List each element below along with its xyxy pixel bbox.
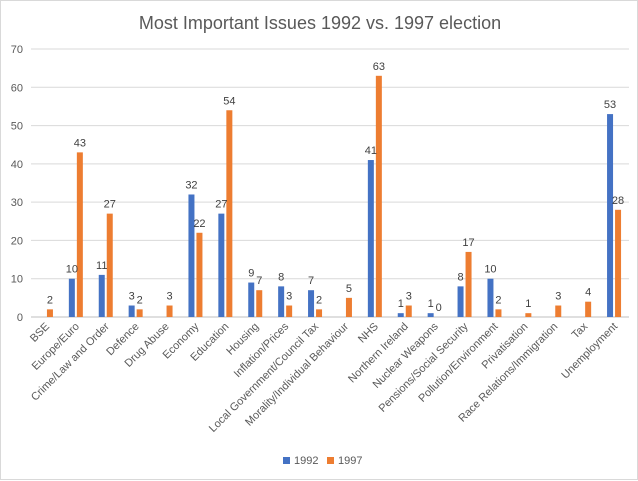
y-tick-label: 50	[11, 121, 23, 133]
data-label: 28	[612, 195, 624, 207]
bar-1997	[316, 309, 323, 317]
data-label: 27	[215, 199, 227, 211]
gridlines	[31, 48, 629, 318]
data-label: 63	[373, 61, 385, 73]
data-label: 8	[457, 271, 463, 283]
bar-1992	[397, 313, 404, 317]
bar-1997	[375, 75, 382, 317]
x-tick-label: Local Government/Council Tax	[207, 320, 322, 435]
data-label: 2	[316, 294, 322, 306]
data-label: 17	[462, 237, 474, 249]
data-label: 41	[365, 145, 377, 157]
data-label: 8	[278, 271, 284, 283]
data-label: 5	[346, 283, 352, 295]
bar-1992	[427, 313, 434, 317]
data-label: 2	[47, 294, 53, 306]
y-tick-label: 10	[11, 274, 23, 286]
data-label: 54	[223, 95, 235, 107]
x-tick-label: NHS	[356, 321, 381, 346]
bar-1997	[226, 110, 233, 317]
bar-1992	[128, 305, 135, 317]
legend-swatch	[283, 457, 290, 464]
data-label: 7	[308, 275, 314, 287]
bar-1997	[46, 309, 53, 317]
bar-1997	[256, 290, 263, 317]
data-label: 1	[428, 298, 434, 310]
bar-1997	[405, 305, 412, 317]
bar-1992	[457, 286, 464, 317]
data-label: 32	[185, 179, 197, 191]
bar-1992	[188, 194, 195, 317]
legend-swatch	[327, 457, 334, 464]
bar-1992	[218, 213, 225, 317]
y-tick-label: 20	[11, 235, 23, 247]
bar-1992	[278, 286, 285, 317]
x-tick-label: BSE	[28, 321, 52, 345]
data-label: 10	[66, 264, 78, 276]
bar-1997	[345, 297, 352, 317]
bar-1992	[487, 278, 494, 317]
data-label: 7	[256, 275, 262, 287]
data-label: 0	[436, 302, 442, 314]
data-label: 43	[74, 137, 86, 149]
bar-1992	[367, 160, 374, 317]
data-label: 3	[286, 291, 292, 303]
data-label: 11	[96, 260, 107, 272]
bar-1992	[248, 282, 255, 317]
data-label: 3	[129, 291, 135, 303]
bar-1997	[286, 305, 293, 317]
legend-label: 1997	[338, 455, 362, 467]
bar-1997	[196, 232, 203, 317]
bar-1997	[106, 213, 113, 317]
data-label: 4	[585, 287, 591, 299]
bars	[46, 75, 622, 317]
data-label: 10	[484, 264, 496, 276]
y-tick-label: 70	[11, 44, 23, 56]
data-label: 1	[525, 298, 531, 310]
x-tick-label: Tax	[570, 320, 591, 341]
data-label: 53	[604, 99, 616, 111]
bar-1997	[166, 305, 173, 317]
data-label: 1	[398, 298, 404, 310]
data-label: 3	[406, 291, 412, 303]
chart-title: Most Important Issues 1992 vs. 1997 elec…	[139, 13, 501, 33]
bar-1992	[607, 114, 614, 317]
bar-1997	[495, 309, 502, 317]
bar-1997	[465, 251, 472, 317]
bar-1992	[308, 290, 315, 317]
data-label: 2	[495, 294, 501, 306]
legend-label: 1992	[294, 455, 318, 467]
data-label: 27	[104, 199, 116, 211]
y-tick-label: 0	[17, 312, 23, 324]
bar-1997	[136, 309, 143, 317]
y-tick-label: 30	[11, 197, 23, 209]
y-axis: 0 10 20 30 40 50 60 70	[11, 44, 23, 324]
legend: 1992 1997	[283, 455, 362, 467]
bar-1997	[615, 209, 622, 317]
data-label: 9	[248, 268, 254, 280]
bar-1997	[555, 305, 562, 317]
data-label: 22	[193, 218, 205, 230]
bar-1992	[68, 278, 75, 317]
data-label: 3	[166, 291, 172, 303]
bar-1992	[98, 274, 105, 317]
x-tick-label: Unemployment	[559, 321, 620, 382]
data-label: 2	[137, 294, 143, 306]
y-tick-label: 60	[11, 82, 23, 94]
data-label: 3	[555, 291, 561, 303]
bar-1997	[76, 152, 83, 317]
y-tick-label: 40	[11, 159, 23, 171]
bar-1997	[525, 313, 532, 317]
bar-1997	[585, 301, 592, 317]
